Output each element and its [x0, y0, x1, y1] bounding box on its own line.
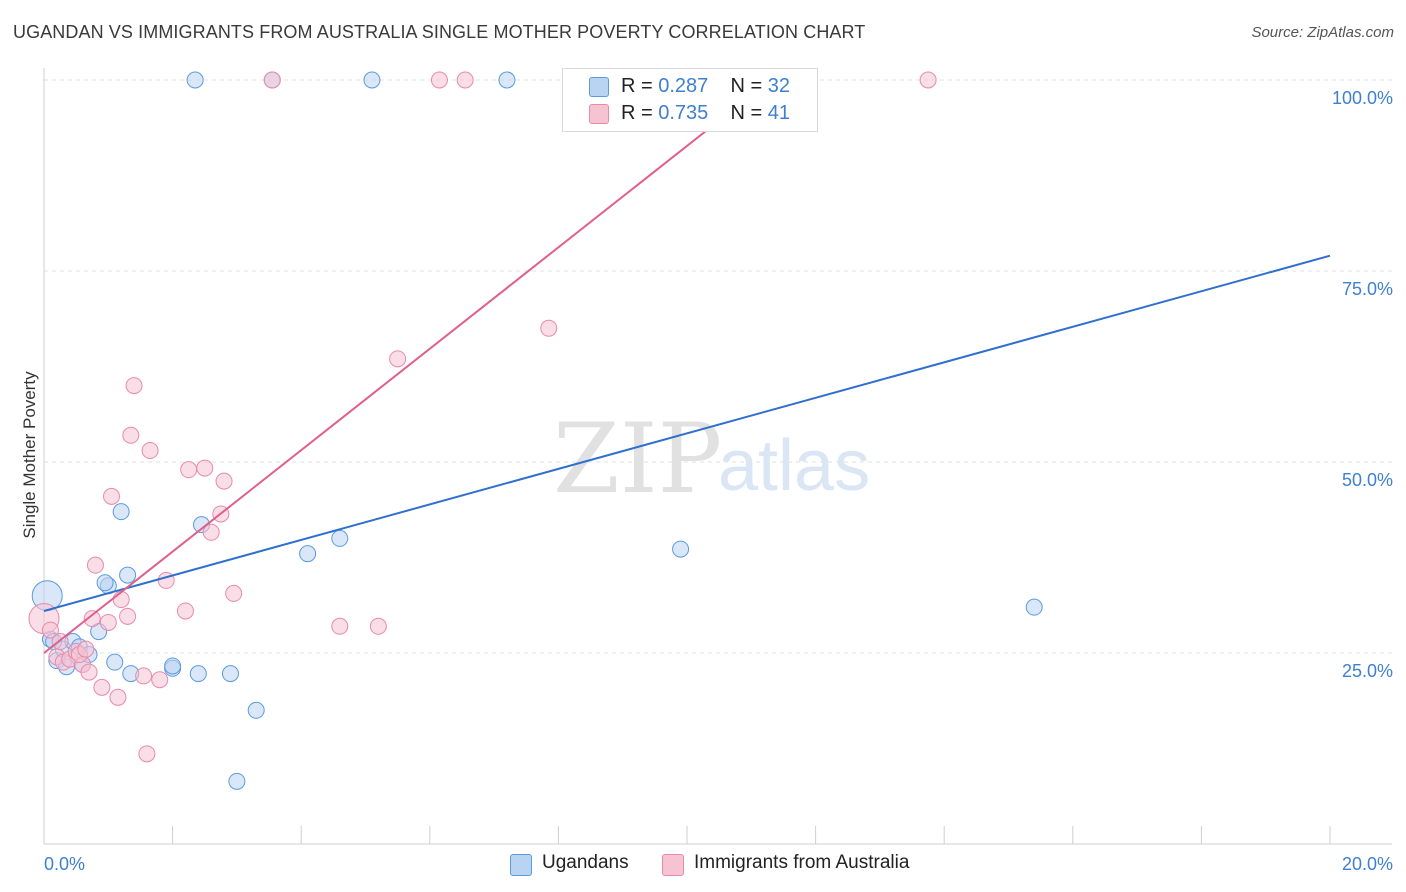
y-tick-label: 50.0%: [1342, 470, 1393, 490]
point-australia: [180, 461, 198, 479]
point-australia: [99, 613, 117, 631]
point-australia: [135, 667, 153, 685]
bottom-legend-swatch-australia: [662, 854, 684, 876]
point-australia: [331, 617, 349, 635]
point-ugandans: [498, 71, 516, 89]
y-tick-label: 100.0%: [1332, 88, 1393, 108]
point-australia: [112, 591, 130, 609]
trend-line-ugandans: [43, 254, 1331, 612]
legend-r-value: 0.287: [658, 75, 709, 97]
point-ugandans: [112, 503, 130, 521]
point-ugandans: [1025, 598, 1043, 616]
watermark: ZIP atlas: [553, 403, 870, 515]
legend-r-label: R =: [621, 75, 653, 97]
point-ugandans: [299, 545, 317, 563]
point-australia: [225, 584, 243, 602]
point-australia: [80, 663, 98, 681]
point-ugandans: [331, 529, 349, 547]
point-ugandans: [228, 772, 246, 790]
bottom-legend-label-ugandans: Ugandans: [542, 852, 629, 873]
point-ugandans: [672, 540, 690, 558]
legend-r-label: R =: [621, 102, 653, 124]
point-australia: [430, 71, 448, 89]
trend-lines: [43, 79, 1331, 654]
point-australia: [86, 556, 104, 574]
point-australia: [83, 610, 101, 628]
point-ugandans: [119, 566, 137, 584]
point-australia: [389, 350, 407, 368]
gridlines: [44, 79, 1392, 654]
point-australia: [138, 745, 156, 763]
x-tick-label: 20.0%: [1342, 854, 1393, 874]
legend-r-value: 0.735: [658, 102, 709, 124]
point-australia: [456, 71, 474, 89]
legend-n-value: 32: [767, 75, 791, 97]
point-australia: [263, 71, 281, 89]
legend-swatch-ugandans: [589, 77, 609, 97]
point-australia: [141, 442, 159, 460]
point-australia: [41, 621, 59, 639]
point-ugandans: [106, 653, 124, 671]
y-tick-label: 75.0%: [1342, 279, 1393, 299]
point-australia: [93, 678, 111, 696]
point-australia: [202, 523, 220, 541]
legend-n-label: N =: [730, 102, 763, 124]
point-ugandans: [221, 665, 239, 683]
point-ugandans: [96, 574, 114, 592]
legend-swatch-australia: [589, 104, 609, 124]
tick-labels: 25.0% 50.0% 75.0% 100.0% 0.0% 20.0%: [44, 88, 1393, 874]
point-ugandans: [164, 657, 182, 675]
legend-n-label: N =: [730, 75, 763, 97]
data-points: [28, 71, 1043, 790]
axes: [43, 68, 1392, 845]
bottom-legend-label-australia: Immigrants from Australia: [694, 852, 910, 873]
point-australia: [125, 377, 143, 395]
bottom-legend-swatch-ugandans: [510, 854, 532, 876]
watermark-zip: ZIP: [553, 403, 722, 515]
point-australia: [77, 640, 95, 658]
point-australia: [176, 602, 194, 620]
point-australia: [151, 671, 169, 689]
point-australia: [103, 487, 121, 505]
point-australia: [119, 607, 137, 625]
y-tick-label: 25.0%: [1342, 661, 1393, 681]
point-australia: [109, 688, 127, 706]
y-axis-label: Single Mother Poverty: [20, 371, 39, 539]
point-ugandans: [363, 71, 381, 89]
x-tick-label: 0.0%: [44, 854, 85, 874]
trend-line-australia: [43, 79, 772, 654]
point-australia: [122, 426, 140, 444]
point-australia: [196, 459, 214, 477]
point-australia: [369, 617, 387, 635]
point-australia: [215, 472, 233, 490]
correlation-legend: R = 0.287 N = 32 R = 0.735 N = 41: [562, 68, 818, 132]
source-label: Source: ZipAtlas.com: [1251, 24, 1394, 41]
chart-title: UGANDAN VS IMMIGRANTS FROM AUSTRALIA SIN…: [13, 22, 866, 42]
watermark-atlas: atlas: [718, 426, 870, 506]
point-ugandans: [186, 71, 204, 89]
point-australia: [919, 71, 937, 89]
point-ugandans: [189, 665, 207, 683]
legend-n-value: 41: [767, 102, 791, 124]
point-australia: [540, 319, 558, 337]
point-ugandans: [247, 701, 265, 719]
